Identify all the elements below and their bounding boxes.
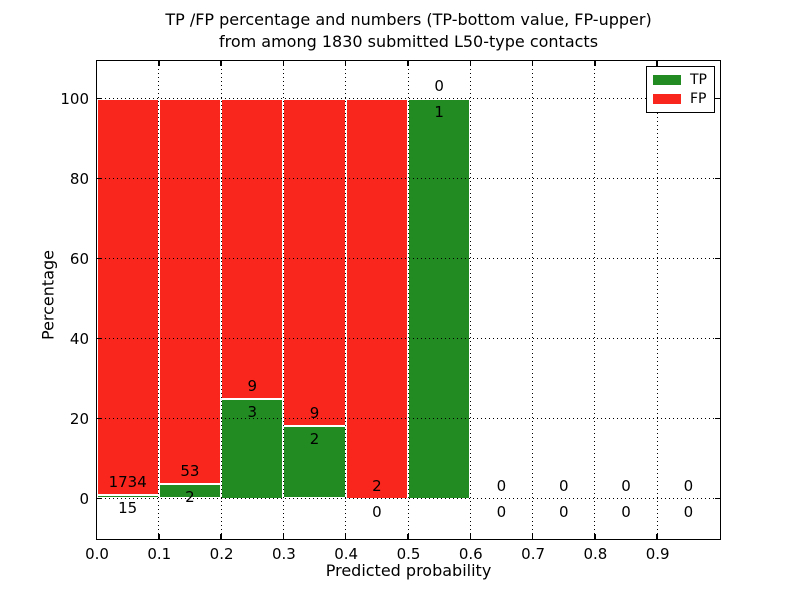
x-tick-mark [407, 60, 409, 66]
legend-row-fp: FP [653, 92, 714, 106]
y-tick-mark [714, 177, 720, 180]
chart-title-line1: TP /FP percentage and numbers (TP-bottom… [165, 10, 652, 29]
y-tick-mark [96, 337, 102, 340]
y-tick-label: 80 [69, 170, 89, 188]
tp-count-label: 2 [185, 487, 195, 506]
v-gridline [407, 60, 409, 539]
x-tick-mark [469, 533, 472, 539]
fp-bar-segment [158, 98, 222, 484]
tp-count-label: 3 [247, 402, 258, 421]
v-gridline [220, 60, 222, 539]
fp-swatch-icon [653, 94, 681, 105]
fp-count-label: 0 [558, 476, 569, 495]
v-gridline [469, 60, 471, 539]
x-tick-label: 0.7 [521, 545, 546, 563]
x-tick-mark [282, 533, 285, 539]
y-tick-label: 20 [69, 410, 89, 428]
x-tick-mark [95, 60, 98, 66]
tp-count-label: 0 [683, 502, 694, 521]
x-tick-mark [407, 533, 409, 539]
tp-bar-segment [221, 398, 284, 499]
x-tick-label: 0.8 [583, 545, 608, 563]
x-tick-label: 0.4 [334, 545, 359, 563]
tp-count-label: 0 [621, 502, 631, 521]
v-gridline [656, 60, 658, 539]
fp-count-label: 0 [621, 476, 631, 495]
y-tick-mark [96, 97, 102, 100]
x-tick-mark [531, 533, 534, 539]
plot-area: 1734 15 53 2 9 3 9 2 2 0 0 1 0 0 0 0 0 0 0 0 [95, 59, 721, 540]
y-tick-mark [714, 417, 720, 420]
tp-count-label: 1 [434, 102, 444, 121]
fp-count-label: 53 [180, 461, 200, 480]
x-tick-mark [220, 60, 222, 66]
y-tick-mark [714, 257, 720, 260]
y-tick-mark [714, 97, 720, 100]
v-gridline [532, 60, 534, 539]
legend-label-fp: FP [690, 91, 707, 108]
x-tick-mark [656, 533, 658, 539]
y-tick-label: 40 [69, 330, 89, 348]
x-tick-mark [656, 60, 658, 66]
tp-bar-segment [408, 98, 471, 499]
x-tick-mark [594, 533, 596, 539]
tp-count-label: 15 [118, 499, 138, 518]
x-tick-label: 0.0 [85, 545, 109, 563]
tp-count-label: 0 [496, 502, 507, 521]
fp-count-label: 2 [372, 476, 382, 495]
fp-count-label: 0 [683, 476, 694, 495]
tp-bar-segment [283, 425, 346, 499]
y-tick-mark [96, 257, 102, 260]
y-tick-mark [96, 177, 102, 180]
chart-title-line2: from among 1830 submitted L50-type conta… [218, 32, 599, 51]
fp-count-label: 1734 [108, 473, 147, 492]
x-tick-mark [220, 533, 222, 539]
fp-count-label: 9 [309, 403, 320, 422]
v-gridline [158, 60, 160, 539]
tp-count-label: 2 [309, 429, 320, 448]
tp-swatch-icon [653, 74, 681, 85]
x-tick-mark [158, 60, 160, 66]
y-tick-mark [96, 497, 102, 500]
x-tick-label: 0.1 [147, 545, 172, 563]
y-tick-label: 100 [60, 90, 89, 108]
x-tick-label: 0.2 [209, 545, 234, 563]
fp-count-label: 0 [434, 76, 444, 95]
y-tick-mark [714, 497, 720, 500]
x-axis-label: Predicted probability [325, 561, 492, 580]
legend: TP FP [646, 66, 715, 113]
x-tick-label: 0.5 [396, 545, 421, 563]
fp-bar-segment [283, 98, 346, 426]
fp-count-label: 0 [496, 476, 507, 495]
v-gridline [594, 60, 596, 539]
fp-bar-segment [96, 98, 159, 496]
legend-row-tp: TP [653, 73, 714, 87]
x-tick-label: 0.3 [271, 545, 296, 563]
legend-label-tp: TP [690, 71, 707, 88]
v-gridline [345, 60, 347, 539]
tp-count-label: 0 [558, 502, 569, 521]
x-tick-mark [282, 60, 285, 66]
fp-bar-segment [221, 98, 284, 399]
y-tick-label: 0 [79, 490, 89, 508]
x-tick-mark [344, 533, 347, 539]
x-tick-mark [531, 60, 534, 66]
x-tick-mark [344, 60, 347, 66]
fp-bar-segment [345, 98, 408, 499]
fp-count-label: 9 [247, 376, 258, 395]
tp-bar-segment [96, 495, 159, 499]
tp-count-label: 0 [372, 502, 382, 521]
y-tick-mark [96, 417, 102, 420]
x-tick-mark [469, 60, 472, 66]
y-tick-mark [714, 337, 720, 340]
x-tick-mark [95, 533, 98, 539]
x-tick-label: 0.6 [458, 545, 483, 563]
x-tick-mark [594, 60, 596, 66]
v-gridline [282, 60, 284, 539]
x-tick-label: 0.9 [645, 545, 670, 563]
x-tick-mark [158, 533, 160, 539]
y-tick-label: 60 [69, 250, 89, 268]
